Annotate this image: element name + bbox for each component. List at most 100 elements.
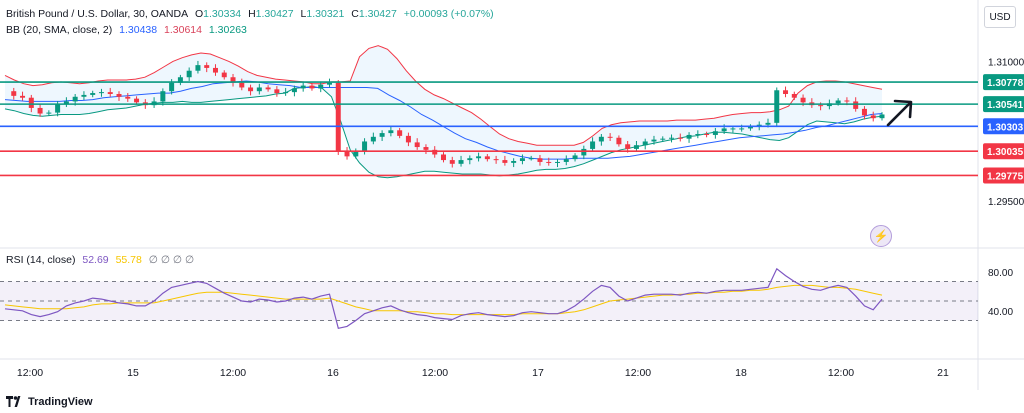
- high-value: 1.30427: [255, 8, 294, 20]
- candle-body: [502, 160, 508, 163]
- candle-body: [844, 100, 850, 102]
- candle-body: [362, 141, 368, 151]
- tradingview-logo-icon[interactable]: [6, 396, 24, 407]
- candle-body: [546, 161, 552, 163]
- candle-body: [291, 88, 297, 93]
- candle-body: [598, 136, 604, 142]
- candle-body: [581, 148, 587, 156]
- candle-body: [335, 82, 341, 151]
- change-value: +0.00093 (+0.07%): [403, 8, 494, 20]
- bb-legend[interactable]: BB (20, SMA, close, 2) 1.30438 1.30614 1…: [6, 24, 251, 36]
- candle-body: [572, 155, 578, 160]
- level-label: 1.29775: [987, 171, 1024, 182]
- candle-body: [879, 114, 885, 119]
- rsi-label: RSI (14, close): [6, 254, 76, 266]
- candle-body: [765, 122, 771, 125]
- high-label: H: [248, 8, 256, 20]
- x-tick-label: 12:00: [422, 367, 448, 379]
- candle-body: [467, 158, 473, 161]
- candle-body: [484, 156, 490, 160]
- direction-arrow[interactable]: [886, 99, 913, 127]
- level-label-bg: [983, 143, 1024, 160]
- symbol-title[interactable]: British Pound / U.S. Dollar, 30, OANDA: [6, 8, 189, 20]
- candle-body: [248, 87, 254, 92]
- x-tick-label: 18: [735, 367, 747, 379]
- lightning-icon[interactable]: ⚡: [870, 225, 892, 247]
- candle-body: [449, 160, 455, 164]
- x-tick-label: 17: [532, 367, 544, 379]
- candle-body: [870, 115, 876, 119]
- candle-body: [388, 130, 394, 134]
- candle-body: [379, 133, 385, 137]
- candle-body: [81, 94, 87, 97]
- candle-body: [221, 72, 227, 78]
- candle-body: [633, 145, 639, 149]
- brand-name[interactable]: TradingView: [28, 395, 93, 408]
- candle-body: [46, 112, 52, 114]
- candle-body: [660, 138, 666, 140]
- x-tick-label: 12:00: [625, 367, 651, 379]
- candle-body: [274, 89, 280, 94]
- candle-body: [519, 158, 525, 162]
- candle-body: [116, 93, 122, 97]
- level-label: 1.30035: [987, 147, 1024, 158]
- candle-body: [642, 141, 648, 146]
- candle-body: [405, 135, 411, 143]
- rsi-line: [4, 267, 883, 330]
- candle-body: [125, 96, 131, 99]
- rsi-legend[interactable]: RSI (14, close) 52.69 55.78 ∅ ∅ ∅ ∅: [6, 254, 198, 266]
- axes: 1.31000 1.29500 12:00 15 12:00 16 12:00 17 12:00…: [17, 57, 1024, 379]
- currency-button[interactable]: USD: [984, 6, 1016, 28]
- candle-body: [90, 93, 96, 95]
- rsi-extra-values: ∅ ∅ ∅ ∅: [148, 254, 195, 266]
- bb-basis-value: 1.30438: [119, 24, 158, 36]
- open-label: O: [195, 8, 204, 20]
- candle-body: [212, 67, 218, 73]
- candle-body: [669, 137, 675, 139]
- candle-body: [186, 70, 192, 78]
- candle-body: [493, 159, 499, 161]
- level-label: 1.30541: [987, 100, 1024, 111]
- candle-body: [590, 141, 596, 149]
- candle-body: [537, 158, 543, 162]
- x-tick-label: 12:00: [17, 367, 43, 379]
- bb-label: BB (20, SMA, close, 2): [6, 24, 113, 36]
- rsi-y-tick-label: 40.00: [988, 307, 1013, 318]
- x-tick-label: 12:00: [828, 367, 854, 379]
- candle-body: [783, 90, 789, 94]
- level-label-bg: [983, 118, 1024, 135]
- price-legend: British Pound / U.S. Dollar, 30, OANDA O…: [6, 8, 498, 20]
- bb-lower-value: 1.30263: [208, 24, 247, 36]
- bb-upper-line: [4, 45, 883, 146]
- candle-body: [853, 101, 859, 109]
- low-value: 1.30321: [306, 8, 345, 20]
- candle-body: [423, 147, 429, 150]
- level-label-bg: [983, 96, 1024, 113]
- candle-body: [283, 92, 289, 94]
- candle-body: [695, 134, 701, 136]
- candle-body: [63, 101, 69, 105]
- candle-body: [432, 149, 438, 155]
- candle-body: [677, 137, 683, 139]
- candle-body: [309, 85, 315, 89]
- candle-body: [300, 85, 306, 89]
- footer: TradingView: [0, 390, 1024, 413]
- candle-body: [230, 77, 236, 83]
- candle-body: [747, 126, 753, 129]
- candle-body: [177, 77, 183, 83]
- candle-body: [739, 128, 745, 130]
- grid: [0, 0, 1024, 390]
- candle-body: [704, 134, 710, 136]
- candle-body: [397, 130, 403, 136]
- candle-body: [11, 91, 17, 96]
- price-levels[interactable]: 1.30778 1.30541 1.30303 1.30035 1.29775: [0, 74, 1024, 184]
- candle-body: [835, 100, 841, 104]
- close-label: C: [351, 8, 359, 20]
- candle-body: [555, 161, 561, 163]
- candle-body: [861, 108, 867, 116]
- candle-body: [55, 104, 61, 113]
- candle-body: [607, 136, 613, 138]
- candle-body: [107, 92, 113, 94]
- candle-body: [818, 105, 824, 107]
